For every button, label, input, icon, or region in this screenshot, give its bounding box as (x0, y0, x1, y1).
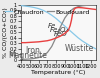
Text: Magnetite: Magnetite (9, 51, 48, 60)
Text: Iron: Iron (25, 46, 40, 55)
Text: FeO: FeO (54, 31, 67, 37)
Text: Wüstite: Wüstite (64, 44, 94, 53)
Y-axis label: % CO/(CO+CO₂): % CO/(CO+CO₂) (3, 7, 8, 58)
X-axis label: Temperature (°C): Temperature (°C) (31, 70, 86, 75)
Legend: Chaudron, Boudouard: Chaudron, Boudouard (2, 7, 92, 17)
Text: Fe₃O₄: Fe₃O₄ (50, 27, 69, 33)
Text: Fe: Fe (47, 23, 56, 29)
